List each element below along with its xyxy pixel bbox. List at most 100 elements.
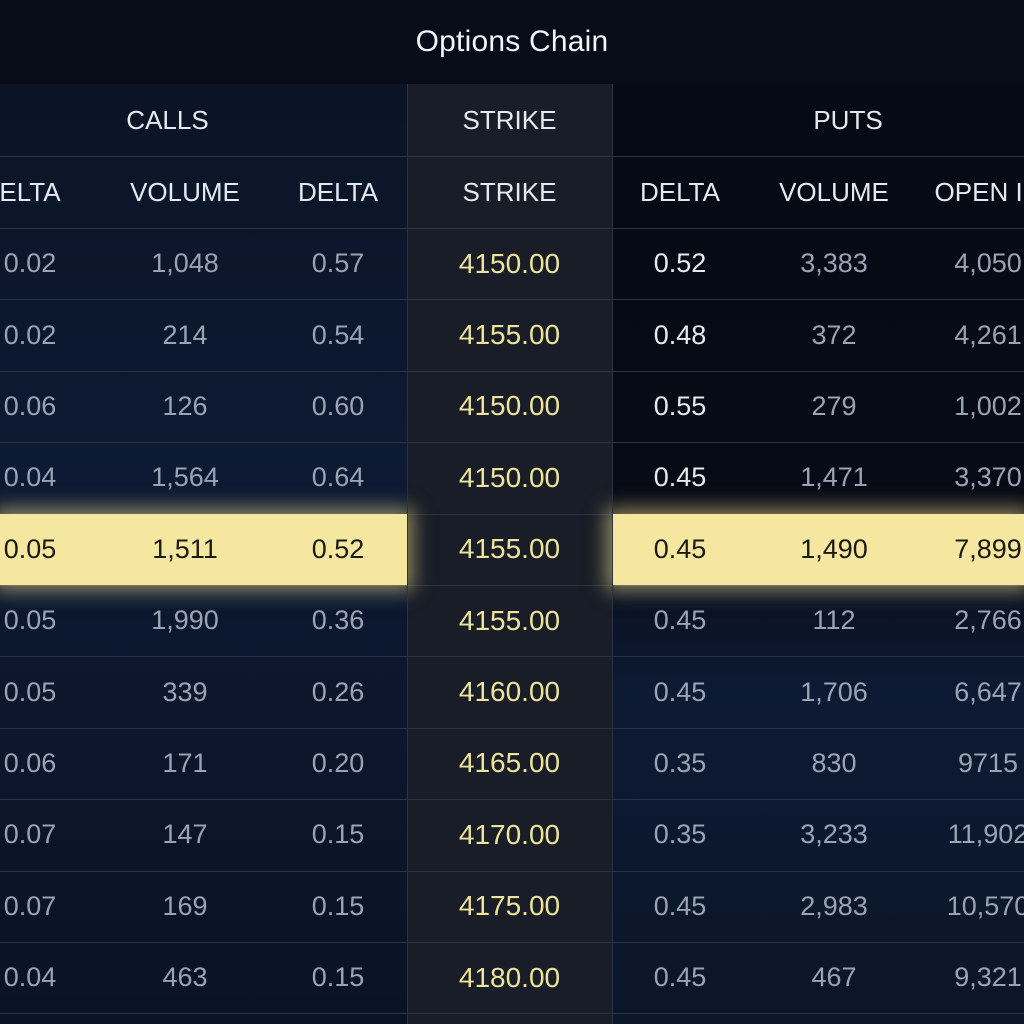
puts-volume-cell: 3,233 xyxy=(800,819,868,850)
calls-volume-cell: 214 xyxy=(162,319,208,350)
strike-cell: 4150.00 xyxy=(458,390,561,422)
puts-open-interest-cell: 11,902 xyxy=(947,819,1024,850)
calls-delta-cell: 0.06 xyxy=(3,747,57,778)
strike-header[interactable]: STRIKE xyxy=(462,176,557,207)
table-row[interactable]: 0.02 214 0.54 4155.00 0.48 372 4,261 xyxy=(0,299,1024,372)
calls-delta-2-cell: 0.52 xyxy=(311,533,365,564)
calls-delta-cell: 0.02 xyxy=(3,248,57,279)
puts-volume-cell: 1,490 xyxy=(800,533,868,564)
calls-delta-cell: 0.05 xyxy=(3,676,57,707)
calls-volume-cell: 1,990 xyxy=(151,605,219,636)
puts-open-interest-cell: 1,002 xyxy=(954,390,1022,421)
puts-delta-cell: 0.35 xyxy=(653,819,707,850)
calls-delta-2-cell: 0.54 xyxy=(311,319,365,350)
table-row[interactable]: 0.07 169 0.15 4175.00 0.45 2,983 10,570 xyxy=(0,871,1024,943)
calls-delta-2-cell: 0.15 xyxy=(311,962,365,993)
puts-highlight xyxy=(612,513,1024,585)
calls-delta-2-cell: 0.60 xyxy=(311,390,365,421)
puts-volume-cell: 467 xyxy=(811,962,857,993)
table-row[interactable]: 0.06 126 0.60 4150.00 0.55 279 1,002 xyxy=(0,371,1024,444)
puts-open-interest-cell: 7,899 xyxy=(954,533,1022,564)
calls-delta-2-cell: 0.15 xyxy=(311,819,365,850)
puts-open-interest-cell: 2,766 xyxy=(954,605,1022,636)
calls-volume-cell: 1,564 xyxy=(151,462,219,493)
calls-delta-cell: 0.06 xyxy=(3,390,57,421)
calls-volume-cell: 171 xyxy=(162,747,208,778)
strike-cell: 4150.00 xyxy=(458,461,561,493)
puts-delta-cell: 0.55 xyxy=(653,390,707,421)
puts-open-interest-cell: 10,570 xyxy=(946,890,1024,921)
calls-delta-cell: 0.05 xyxy=(3,605,57,636)
strike-cell: 4180.00 xyxy=(458,961,561,993)
calls-delta-cell: 0.02 xyxy=(3,319,57,350)
column-header-row: ELTA VOLUME DELTA STRIKE DELTA VOLUME OP… xyxy=(0,156,1024,229)
puts-open-interest-cell: 4,261 xyxy=(954,319,1022,350)
page-title: Options Chain xyxy=(0,0,1024,85)
puts-volume-header[interactable]: VOLUME xyxy=(779,176,889,207)
strike-group-header: STRIKE xyxy=(462,104,557,135)
calls-delta-2-cell: 0.20 xyxy=(311,747,365,778)
calls-delta-2-cell: 0.36 xyxy=(311,605,365,636)
puts-delta-cell: 0.45 xyxy=(653,962,707,993)
calls-delta-cell: 0.04 xyxy=(3,462,57,493)
table-row[interactable]: 0.06 171 0.20 4165.00 0.35 830 9715 xyxy=(0,728,1024,801)
puts-delta-cell: 0.45 xyxy=(653,676,707,707)
puts-volume-cell: 830 xyxy=(811,747,857,778)
calls-volume-cell: 1,511 xyxy=(152,533,218,564)
divider xyxy=(612,84,613,1024)
table-row[interactable]: 0.02 1,048 0.57 4150.00 0.52 3,383 4,050 xyxy=(0,228,1024,301)
puts-open-interest-cell: 3,370 xyxy=(954,462,1022,493)
calls-volume-cell: 463 xyxy=(162,962,208,993)
puts-delta-cell: 0.45 xyxy=(653,605,707,636)
calls-delta-2-cell: 0.15 xyxy=(311,890,365,921)
calls-volume-cell: 126 xyxy=(162,390,208,421)
puts-volume-cell: 2,983 xyxy=(800,890,868,921)
puts-delta-cell: 0.52 xyxy=(653,248,707,279)
strike-cell: 4155.00 xyxy=(458,533,561,565)
puts-open-interest-cell: 4,050 xyxy=(954,248,1022,279)
table-row[interactable]: 0.07 147 0.15 4170.00 0.35 3,233 11,902 xyxy=(0,799,1024,872)
puts-volume-cell: 1,471 xyxy=(800,462,868,493)
options-chain-table: CALLS STRIKE PUTS ELTA VOLUME DELTA STRI… xyxy=(0,84,1024,1024)
puts-volume-cell: 112 xyxy=(812,605,856,636)
puts-open-interest-cell: 9715 xyxy=(957,747,1019,778)
strike-cell: 4150.00 xyxy=(458,247,561,279)
divider xyxy=(407,84,408,1024)
table-row-highlighted[interactable]: 0.05 1,511 0.52 4155.00 0.45 1,490 7,899 xyxy=(0,513,1024,586)
calls-volume-cell: 339 xyxy=(162,676,208,707)
strike-cell: 4155.00 xyxy=(458,604,561,636)
calls-delta-cell: 0.07 xyxy=(3,890,57,921)
table-row[interactable]: 0.04 463 0.15 4180.00 0.45 467 9,321 xyxy=(0,942,1024,1015)
strike-cell: 4175.00 xyxy=(458,890,561,922)
calls-delta-2-cell: 0.26 xyxy=(311,676,365,707)
calls-delta-cell: 0.04 xyxy=(3,962,57,993)
table-row[interactable]: 0.05 1,990 0.36 4155.00 0.45 112 2,766 xyxy=(0,585,1024,658)
calls-delta-2-cell: 0.64 xyxy=(311,462,365,493)
table-row[interactable]: 0.05 339 0.26 4160.00 0.45 1,706 6,647 xyxy=(0,656,1024,729)
strike-panel xyxy=(407,84,614,1024)
puts-delta-cell: 0.45 xyxy=(653,462,707,493)
puts-group-header: PUTS xyxy=(813,104,883,135)
puts-delta-cell: 0.35 xyxy=(653,747,707,778)
calls-delta-cell: 0.07 xyxy=(3,819,57,850)
puts-volume-cell: 1,706 xyxy=(800,676,868,707)
calls-delta-2-header[interactable]: DELTA xyxy=(298,176,378,207)
calls-volume-cell: 147 xyxy=(162,819,208,850)
calls-group-header: CALLS xyxy=(126,104,209,135)
puts-open-interest-header[interactable]: OPEN IN xyxy=(934,176,1024,207)
puts-delta-cell: 0.48 xyxy=(653,319,707,350)
puts-volume-cell: 372 xyxy=(811,319,857,350)
table-row[interactable]: 0.04 1,564 0.64 4150.00 0.45 1,471 3,370 xyxy=(0,442,1024,515)
puts-volume-cell: 279 xyxy=(811,390,857,421)
calls-highlight xyxy=(0,513,407,585)
puts-open-interest-cell: 9,321 xyxy=(954,962,1022,993)
puts-open-interest-cell: 6,647 xyxy=(954,676,1022,707)
group-header-row: CALLS STRIKE PUTS xyxy=(0,84,1024,157)
puts-delta-cell: 0.45 xyxy=(653,533,707,564)
calls-delta-cell: 0.05 xyxy=(3,533,57,564)
calls-delta-2-cell: 0.57 xyxy=(311,248,365,279)
puts-delta-header[interactable]: DELTA xyxy=(640,176,720,207)
calls-volume-header[interactable]: VOLUME xyxy=(130,176,240,207)
calls-delta-header[interactable]: ELTA xyxy=(0,176,61,207)
